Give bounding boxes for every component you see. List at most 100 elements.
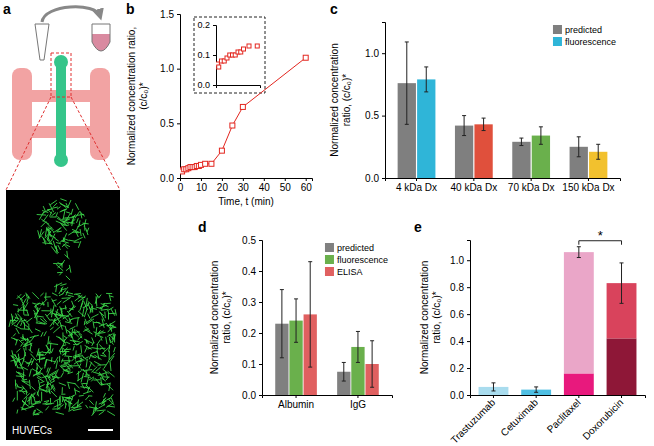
axis-x: Albumin IgG: [263, 395, 393, 410]
tick-label: 1.0: [365, 48, 379, 59]
axis-line-y: [213, 26, 217, 86]
y-axis-title: Normalized concentrationratio, (c/c₀)*: [329, 43, 352, 156]
tick: 1.0: [365, 48, 385, 59]
tick-mark: [201, 178, 202, 181]
pipette-tip: [35, 24, 49, 60]
plot-marks: [398, 42, 608, 178]
tick: Albumin: [278, 395, 314, 410]
tick-label: 0.4: [242, 266, 256, 277]
image-label: HUVECs: [12, 425, 52, 436]
tick-mark: [382, 178, 385, 179]
axis-line-x: [217, 86, 261, 89]
transfer-arrow: [42, 7, 100, 22]
y-axis-title-group: Normalized concentrationratio, (c/c₀)*: [209, 261, 232, 374]
axis-y: 0.00.51.01.5: [160, 9, 180, 184]
tissue-port: [54, 55, 68, 69]
error-bar: [356, 331, 360, 362]
panel-label: d: [198, 219, 207, 235]
y-axis-title: Normalized concentrationratio, (c/c₀)*: [209, 261, 232, 374]
tick-label: Trastuzumab: [449, 396, 498, 445]
tick: 40: [259, 178, 271, 193]
data-point: [209, 161, 214, 166]
annotation: *: [598, 228, 603, 243]
tick: 0.5: [242, 235, 262, 246]
tick-label: 0.5: [242, 235, 256, 246]
tick-label: 0.0: [160, 173, 174, 184]
tick-mark: [177, 14, 180, 15]
error-bar: [280, 290, 284, 358]
tick: 0.0: [365, 173, 385, 184]
tick: 0.0: [450, 390, 470, 401]
tick-label: Paclitaxel: [545, 397, 583, 435]
axis-y: 0.0 0.1 0.2: [197, 20, 216, 90]
tick-mark: [264, 178, 265, 181]
error-bar: [370, 341, 374, 388]
tick: 0.2: [242, 328, 262, 339]
tick-mark: [222, 178, 223, 181]
data-line: [181, 58, 306, 172]
error-bar: [491, 383, 495, 391]
tick-mark: [177, 123, 180, 124]
error-bar: [539, 127, 543, 144]
tick: Trastuzumab: [449, 395, 498, 446]
plot-marks: [216, 44, 259, 69]
tick: 50: [280, 178, 292, 193]
tick-mark: [259, 271, 262, 272]
side-channel: [90, 68, 110, 160]
tick-label: 0.2: [197, 20, 210, 30]
tick-mark: [467, 287, 470, 288]
plot-marks: [180, 55, 308, 174]
legend-item: fluorescence: [325, 255, 388, 265]
tissue-port: [54, 153, 68, 167]
bar: [512, 142, 530, 178]
legend-item: fluorescence: [553, 37, 616, 47]
tick: 0.1: [197, 50, 216, 60]
tick-mark: [259, 333, 262, 334]
tick-label: Doxorubicin: [580, 397, 625, 442]
tick-label: 60: [301, 182, 313, 193]
error-bar: [342, 362, 346, 381]
axis-line-x: [263, 396, 393, 399]
legend-label: predicted: [337, 243, 374, 253]
tick-label: 4 kDa Dx: [396, 182, 437, 193]
tick: 1.0: [450, 255, 470, 266]
tick-mark: [177, 69, 180, 70]
axis-line-y: [382, 23, 386, 179]
tick-label: Cetuximab: [498, 396, 540, 438]
data-point: [230, 123, 235, 128]
tick-label: 0.1: [197, 50, 210, 60]
tick-label: 40: [259, 182, 271, 193]
tick-mark: [467, 341, 470, 342]
legend-item: predicted: [553, 25, 602, 35]
axis-y: 0.00.10.20.30.40.5: [242, 235, 262, 401]
tick-mark: [177, 178, 180, 179]
tick-mark: [467, 395, 470, 396]
tube-liquid: [92, 34, 110, 51]
error-bar: [482, 118, 486, 130]
tick: 0.0: [197, 80, 216, 90]
inset-frame: [194, 17, 265, 93]
legend-item: ELISA: [325, 267, 363, 277]
data-point: [242, 47, 246, 51]
tick-label: 0.0: [242, 390, 256, 401]
tick-mark: [382, 116, 385, 117]
side-channel: [12, 68, 32, 160]
axis-line-y: [467, 241, 471, 396]
vessel-network: [9, 199, 116, 416]
plot-marks: [479, 247, 637, 395]
legend-swatch: [325, 243, 334, 252]
error-bar: [462, 116, 466, 136]
tick: 0.1: [242, 359, 262, 370]
legend-label: fluorescence: [565, 37, 616, 47]
tick-label: 0.4: [450, 336, 464, 347]
axis-y: 0.00.51.0: [365, 23, 385, 184]
error-bar: [294, 299, 298, 342]
tick-label: 0.2: [242, 328, 256, 339]
tick-label: 20: [217, 182, 229, 193]
error-bar: [424, 67, 428, 92]
tick: 150 kDa Dx: [562, 178, 614, 193]
tick: IgG: [350, 395, 366, 410]
tick-label: 0.0: [197, 80, 210, 90]
tick: 0.2: [197, 20, 216, 30]
tick: 1.5: [160, 9, 180, 20]
